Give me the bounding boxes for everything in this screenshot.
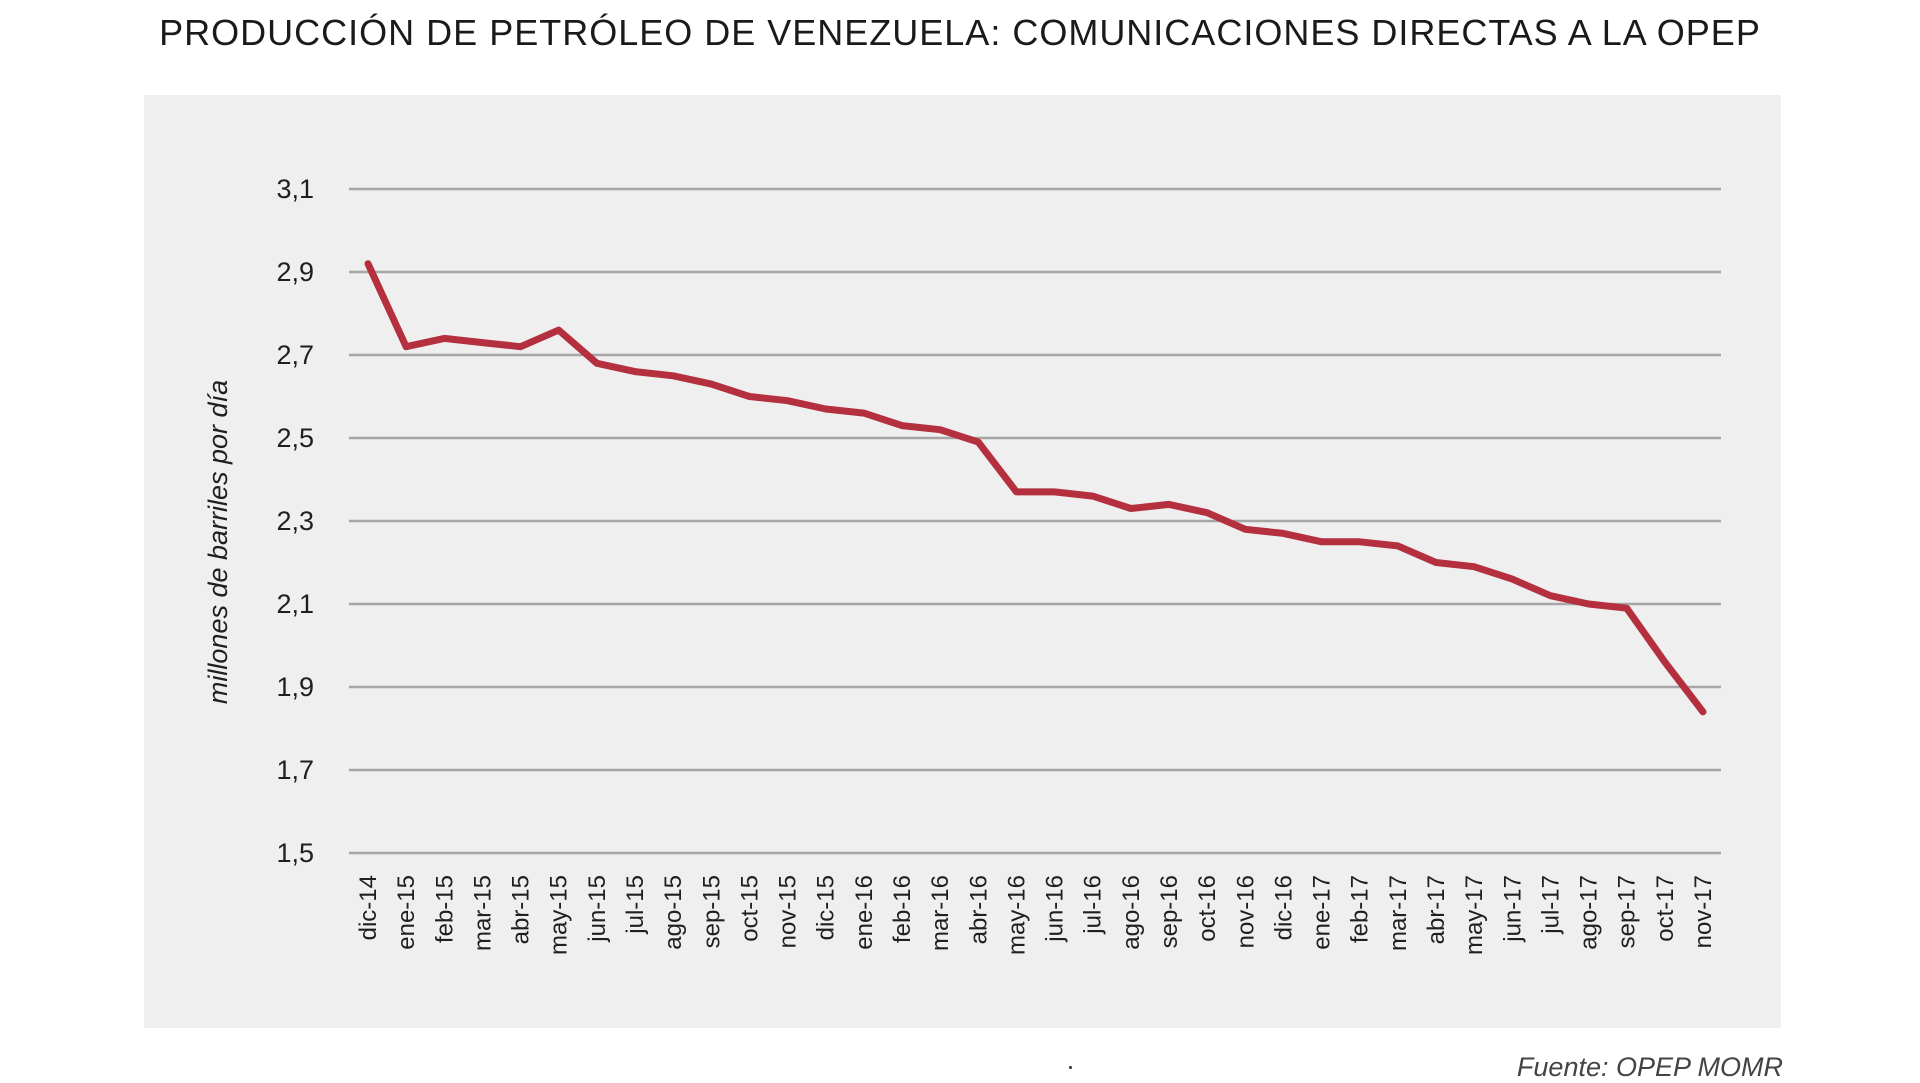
x-tick-label: jul-15 — [622, 875, 649, 935]
x-tick-label: nov-17 — [1690, 875, 1717, 948]
y-tick-label: 2,5 — [276, 423, 314, 453]
x-tick-label: feb-15 — [431, 875, 458, 943]
x-tick-label: ago-15 — [660, 875, 687, 950]
decorative-dot — [1069, 1066, 1072, 1069]
x-tick-label: mar-15 — [469, 875, 496, 951]
x-tick-label: ene-15 — [393, 875, 420, 950]
chart-title: PRODUCCIÓN DE PETRÓLEO DE VENEZUELA: COM… — [0, 12, 1920, 54]
y-axis-ticks: 3,1 2,9 2,7 2,5 2,3 2,1 1,9 1,7 1,5 — [276, 174, 314, 868]
x-tick-label: ago-16 — [1118, 875, 1145, 950]
x-tick-label: dic-14 — [355, 875, 382, 940]
x-tick-label: feb-17 — [1347, 875, 1374, 943]
y-tick-label: 1,9 — [276, 672, 314, 702]
x-tick-label: mar-17 — [1385, 875, 1412, 951]
x-tick-label: jun-16 — [1042, 875, 1069, 943]
x-tick-label: abr-16 — [965, 875, 992, 944]
x-tick-label: nov-16 — [1232, 875, 1259, 948]
x-tick-label: may-17 — [1461, 875, 1488, 955]
x-tick-label: feb-16 — [889, 875, 916, 943]
x-tick-label: may-15 — [546, 875, 573, 955]
x-tick-label: dic-16 — [1270, 875, 1297, 940]
y-tick-label: 2,3 — [276, 506, 314, 536]
x-axis-ticks: dic-14 ene-15 feb-15 mar-15 abr-15 may-15 jun-… — [355, 875, 1717, 955]
x-tick-label: jun-15 — [584, 875, 611, 943]
x-tick-label: jun-17 — [1499, 875, 1526, 943]
x-tick-label: abr-15 — [508, 875, 535, 944]
x-tick-label: sep-17 — [1614, 875, 1641, 948]
x-tick-label: oct-15 — [736, 875, 763, 942]
x-tick-label: abr-17 — [1423, 875, 1450, 944]
source-note: Fuente: OPEP MOMR — [1517, 1052, 1783, 1083]
line-chart: 3,1 2,9 2,7 2,5 2,3 2,1 1,9 1,7 1,5 dic-14 ene-15… — [144, 95, 1781, 1028]
x-tick-label: may-16 — [1003, 875, 1030, 955]
series-line — [368, 264, 1703, 712]
x-tick-label: mar-16 — [927, 875, 954, 951]
x-tick-label: ago-17 — [1576, 875, 1603, 950]
plot-panel: 3,1 2,9 2,7 2,5 2,3 2,1 1,9 1,7 1,5 dic-14 ene-15… — [144, 95, 1781, 1028]
x-tick-label: jul-16 — [1080, 875, 1107, 935]
series-group — [368, 264, 1703, 712]
x-tick-label: ene-16 — [851, 875, 878, 950]
x-tick-label: ene-17 — [1309, 875, 1336, 950]
x-tick-label: oct-16 — [1194, 875, 1221, 942]
y-tick-label: 1,7 — [276, 755, 314, 785]
x-tick-label: nov-15 — [775, 875, 802, 948]
x-tick-label: sep-16 — [1156, 875, 1183, 948]
y-tick-label: 1,5 — [276, 838, 314, 868]
y-axis-label: millones de barriles por día — [203, 380, 233, 704]
x-tick-label: jul-17 — [1537, 875, 1564, 935]
y-tick-label: 3,1 — [276, 174, 314, 204]
gridlines — [349, 189, 1721, 853]
y-tick-label: 2,1 — [276, 589, 314, 619]
y-tick-label: 2,9 — [276, 257, 314, 287]
y-tick-label: 2,7 — [276, 340, 314, 370]
x-tick-label: sep-15 — [698, 875, 725, 948]
x-tick-label: dic-15 — [813, 875, 840, 940]
x-tick-label: oct-17 — [1652, 875, 1679, 942]
